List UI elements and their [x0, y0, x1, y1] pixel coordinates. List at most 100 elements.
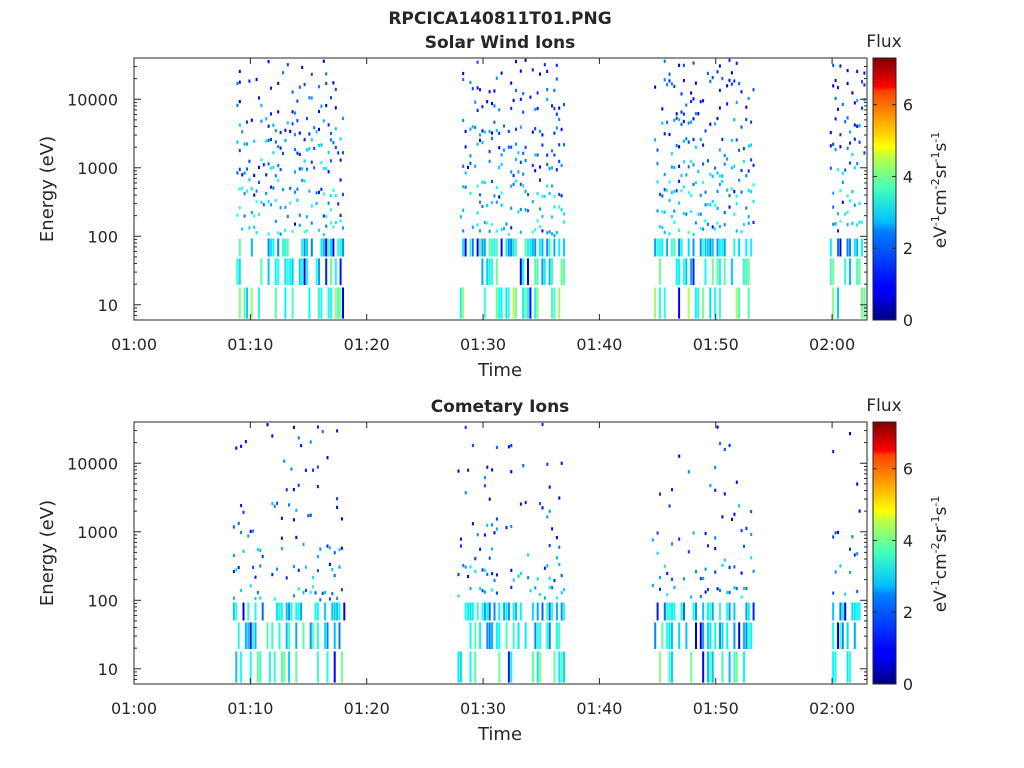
flux-cell — [459, 544, 462, 548]
flux-cell — [481, 602, 484, 621]
flux-cell — [671, 622, 673, 649]
y-tick-label: 10 — [98, 296, 118, 315]
y-tick-label: 100 — [87, 227, 118, 246]
flux-cell — [339, 238, 342, 257]
flux-cell — [291, 110, 294, 114]
flux-cell — [488, 622, 491, 649]
flux-cell — [330, 287, 332, 319]
flux-cell — [464, 129, 467, 133]
flux-cell — [670, 215, 673, 219]
x-tick-label: 01:00 — [111, 335, 157, 354]
flux-cell — [253, 139, 256, 143]
flux-cell — [730, 139, 733, 143]
flux-cell — [832, 63, 835, 67]
flux-cell — [503, 227, 505, 231]
flux-cell — [659, 651, 661, 683]
flux-cell — [243, 214, 246, 218]
flux-cell — [558, 205, 561, 209]
flux-cell — [265, 139, 268, 143]
flux-cell — [326, 544, 329, 548]
flux-cell — [333, 651, 336, 683]
flux-cell — [476, 184, 479, 188]
flux-cell — [505, 222, 508, 226]
flux-cell — [834, 148, 837, 152]
flux-cell — [476, 533, 479, 537]
flux-cell — [512, 238, 515, 257]
flux-cell — [837, 622, 839, 649]
flux-cell — [320, 161, 323, 165]
flux-cell — [301, 167, 304, 171]
flux-cell — [709, 287, 712, 319]
flux-cell — [285, 602, 288, 621]
flux-cell — [680, 110, 683, 114]
flux-cell — [668, 180, 671, 184]
flux-cell — [322, 59, 325, 63]
flux-cell — [663, 188, 666, 192]
flux-cell — [340, 651, 343, 683]
flux-cell — [510, 170, 513, 174]
flux-cell — [464, 425, 467, 429]
flux-cell — [536, 106, 539, 111]
flux-cell — [666, 120, 669, 124]
flux-cell — [673, 84, 676, 88]
flux-cell — [476, 142, 479, 146]
flux-cell — [488, 129, 491, 134]
flux-cell — [296, 198, 299, 202]
flux-cell — [735, 287, 738, 319]
flux-cell — [471, 602, 474, 621]
flux-cell — [745, 117, 748, 122]
flux-cell — [555, 112, 558, 116]
flux-cell — [745, 238, 748, 257]
flux-cell — [260, 103, 263, 107]
flux-cell — [685, 622, 688, 649]
flux-cell — [306, 215, 308, 219]
flux-cell — [274, 258, 277, 285]
flux-cell — [310, 72, 313, 76]
flux-cell — [247, 534, 250, 538]
flux-cell — [548, 509, 551, 513]
flux-cell — [656, 551, 659, 555]
flux-cell — [507, 602, 510, 621]
flux-cell — [330, 221, 332, 225]
flux-cell — [837, 212, 839, 216]
flux-cell — [271, 434, 274, 438]
flux-cell — [304, 588, 307, 592]
flux-cell — [541, 258, 544, 285]
flux-cell — [240, 504, 243, 508]
flux-cell — [858, 140, 861, 144]
flux-cell — [555, 536, 558, 540]
flux-cell — [312, 468, 315, 472]
flux-cell — [558, 562, 561, 567]
flux-cell — [495, 622, 498, 649]
flux-cell — [861, 220, 863, 224]
flux-cell — [507, 145, 510, 149]
flux-cell — [342, 238, 344, 257]
flux-cell — [462, 208, 465, 212]
flux-cell — [723, 154, 726, 158]
flux-cell — [654, 287, 657, 319]
flux-cell — [272, 165, 275, 169]
flux-cell — [515, 157, 517, 162]
flux-cell — [495, 445, 498, 449]
flux-cell — [728, 651, 731, 683]
flux-cell — [462, 238, 465, 257]
flux-cell — [851, 152, 854, 156]
flux-cell — [340, 517, 343, 521]
flux-cell — [750, 556, 753, 560]
flux-cell — [740, 168, 743, 173]
flux-cell — [235, 602, 238, 621]
flux-cell — [651, 583, 654, 587]
flux-cell — [735, 138, 738, 142]
flux-cell — [858, 509, 861, 513]
flux-cell — [313, 166, 316, 170]
flux-cell — [495, 527, 498, 531]
flux-cell — [298, 85, 301, 89]
flux-cell — [302, 542, 305, 546]
flux-cell — [469, 80, 472, 84]
flux-cell — [692, 182, 695, 187]
flux-cell — [730, 258, 733, 285]
flux-cell — [671, 602, 673, 621]
flux-cell — [300, 444, 303, 448]
flux-cell — [750, 238, 753, 257]
flux-cell — [326, 456, 329, 460]
